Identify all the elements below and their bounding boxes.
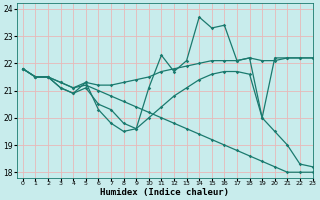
X-axis label: Humidex (Indice chaleur): Humidex (Indice chaleur): [100, 188, 229, 197]
